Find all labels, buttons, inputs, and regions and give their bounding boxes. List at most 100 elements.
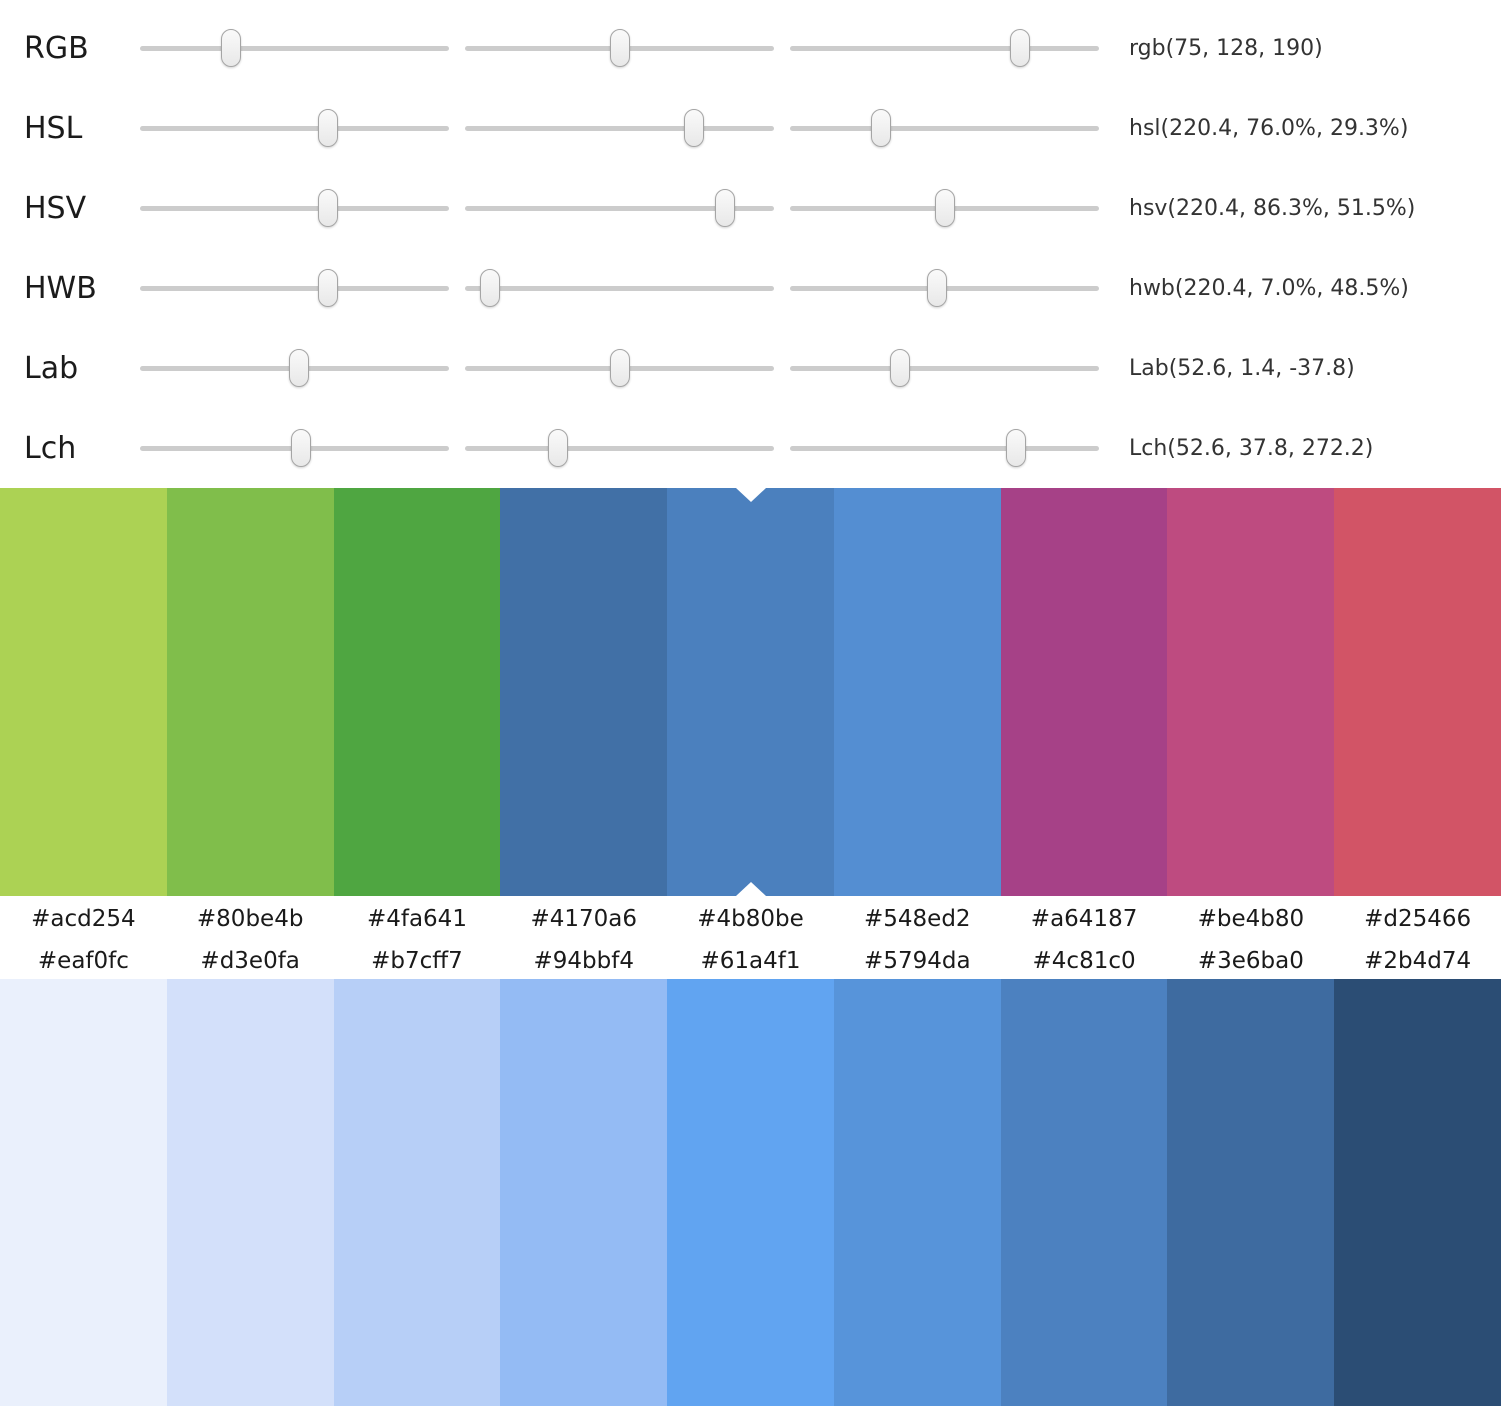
palette-swatch[interactable] <box>833 979 1001 1406</box>
slider-track[interactable] <box>790 445 1099 451</box>
palette-swatch[interactable] <box>0 979 167 1406</box>
palette-swatch[interactable] <box>166 488 334 896</box>
palette-swatch[interactable] <box>333 488 501 896</box>
rgb-blue-slider-thumb[interactable] <box>1010 29 1031 67</box>
hue-palette-labels: #acd254 #80be4b #4fa641 #4170a6 #4b80be … <box>0 896 1501 942</box>
lab-l-slider-thumb[interactable] <box>289 349 310 387</box>
swatch-hex-label: #80be4b <box>196 906 304 932</box>
slider-track[interactable] <box>790 125 1099 131</box>
slider-track[interactable] <box>465 285 774 291</box>
swatch-hex-label: #2b4d74 <box>1364 947 1472 974</box>
slider-row-hsv: HSV hsv(220.4, 86.3%, 51.5%) <box>0 168 1501 248</box>
palette-swatch[interactable] <box>1334 488 1501 896</box>
palette-swatch[interactable] <box>500 979 668 1406</box>
lab-a-slider-thumb[interactable] <box>609 349 630 387</box>
hsv-saturation-slider-thumb[interactable] <box>714 189 735 227</box>
hwb-hue-slider[interactable] <box>140 265 449 311</box>
colorspace-label-hsv: HSV <box>24 190 87 226</box>
hwb-blackness-slider[interactable] <box>790 265 1099 311</box>
swatch-hex-label: #3e6ba0 <box>1197 947 1304 974</box>
hsl-lightness-slider-thumb[interactable] <box>870 109 891 147</box>
colorspace-label-hwb: HWB <box>24 270 97 306</box>
hsl-hue-slider-thumb[interactable] <box>318 109 339 147</box>
lch-l-slider-thumb[interactable] <box>290 429 311 467</box>
lch-h-slider-thumb[interactable] <box>1005 429 1026 467</box>
palette-swatch-selected[interactable] <box>667 488 834 896</box>
hwb-blackness-slider-thumb[interactable] <box>926 269 947 307</box>
swatch-hex-label: #a64187 <box>1030 906 1138 932</box>
swatch-hex-label: #d25466 <box>1364 906 1472 932</box>
swatch-hex-label: #4c81c0 <box>1032 947 1136 974</box>
slider-track[interactable] <box>790 365 1099 371</box>
color-sliders-panel: RGB rgb(75, 128, 190) HSL hsl(220.4, <box>0 0 1501 488</box>
palette-swatch[interactable] <box>333 979 501 1406</box>
rgb-red-slider-thumb[interactable] <box>220 29 241 67</box>
swatch-hex-label: #61a4f1 <box>700 947 801 974</box>
palette-swatch[interactable] <box>1000 979 1168 1406</box>
swatch-hex-label: #4b80be <box>697 906 804 932</box>
slider-track[interactable] <box>140 125 449 131</box>
palette-swatch[interactable] <box>1167 979 1335 1406</box>
lch-h-slider[interactable] <box>790 425 1099 471</box>
hwb-whiteness-slider[interactable] <box>465 265 774 311</box>
hwb-hue-slider-thumb[interactable] <box>318 269 339 307</box>
slider-row-hsl: HSL hsl(220.4, 76.0%, 29.3%) <box>0 88 1501 168</box>
palette-swatch[interactable] <box>833 488 1001 896</box>
slider-track[interactable] <box>465 205 774 211</box>
palette-swatch[interactable] <box>1000 488 1168 896</box>
hsl-saturation-slider-thumb[interactable] <box>683 109 704 147</box>
hsl-value-text: hsl(220.4, 76.0%, 29.3%) <box>1129 115 1409 141</box>
palette-swatch[interactable] <box>1334 979 1501 1406</box>
slider-row-hwb: HWB hwb(220.4, 7.0%, 48.5%) <box>0 248 1501 328</box>
tint-palette <box>0 979 1501 1406</box>
hsv-value-slider[interactable] <box>790 185 1099 231</box>
lch-c-slider-thumb[interactable] <box>547 429 568 467</box>
swatch-hex-label: #548ed2 <box>864 906 971 932</box>
palette-swatch[interactable] <box>667 979 834 1406</box>
hsv-value-text: hsv(220.4, 86.3%, 51.5%) <box>1129 195 1416 221</box>
slider-row-lch: Lch Lch(52.6, 37.8, 272.2) <box>0 408 1501 488</box>
hsv-value-slider-thumb[interactable] <box>934 189 955 227</box>
slider-track[interactable] <box>465 125 774 131</box>
slider-track[interactable] <box>465 445 774 451</box>
hwb-whiteness-slider-thumb[interactable] <box>479 269 500 307</box>
colorspace-label-hsl: HSL <box>24 110 83 146</box>
rgb-green-slider-thumb[interactable] <box>610 29 631 67</box>
slider-track[interactable] <box>790 45 1099 51</box>
lab-b-slider-thumb[interactable] <box>889 349 910 387</box>
hsv-saturation-slider[interactable] <box>465 185 774 231</box>
lab-l-slider[interactable] <box>140 345 449 391</box>
palette-swatch[interactable] <box>500 488 668 896</box>
palette-swatch[interactable] <box>166 979 334 1406</box>
swatch-hex-label: #b7cff7 <box>371 947 463 974</box>
hsl-lightness-slider[interactable] <box>790 105 1099 151</box>
tint-palette-labels: #eaf0fc #d3e0fa #b7cff7 #94bbf4 #61a4f1 … <box>0 942 1501 979</box>
lch-c-slider[interactable] <box>465 425 774 471</box>
hsl-hue-slider[interactable] <box>140 105 449 151</box>
swatch-hex-label: #4170a6 <box>530 906 637 932</box>
slider-track[interactable] <box>140 205 449 211</box>
slider-track[interactable] <box>140 45 449 51</box>
swatch-hex-label: #5794da <box>864 947 971 974</box>
colorspace-label-lch: Lch <box>24 430 77 466</box>
rgb-red-slider[interactable] <box>140 25 449 71</box>
hsl-saturation-slider[interactable] <box>465 105 774 151</box>
swatch-hex-label: #94bbf4 <box>533 947 634 974</box>
colorspace-label-rgb: RGB <box>24 30 89 66</box>
palette-swatch[interactable] <box>1167 488 1335 896</box>
rgb-blue-slider[interactable] <box>790 25 1099 71</box>
rgb-green-slider[interactable] <box>465 25 774 71</box>
palette-swatch[interactable] <box>0 488 167 896</box>
hwb-value-text: hwb(220.4, 7.0%, 48.5%) <box>1129 275 1409 301</box>
slider-track[interactable] <box>140 285 449 291</box>
selection-notch-bottom-icon <box>735 882 766 896</box>
lab-b-slider[interactable] <box>790 345 1099 391</box>
swatch-hex-label: #4fa641 <box>366 906 467 932</box>
rgb-value-text: rgb(75, 128, 190) <box>1129 35 1323 61</box>
lch-l-slider[interactable] <box>140 425 449 471</box>
hsv-hue-slider[interactable] <box>140 185 449 231</box>
lab-value-text: Lab(52.6, 1.4, -37.8) <box>1129 355 1355 381</box>
hsv-hue-slider-thumb[interactable] <box>318 189 339 227</box>
lab-a-slider[interactable] <box>465 345 774 391</box>
selection-notch-top-icon <box>735 488 766 502</box>
